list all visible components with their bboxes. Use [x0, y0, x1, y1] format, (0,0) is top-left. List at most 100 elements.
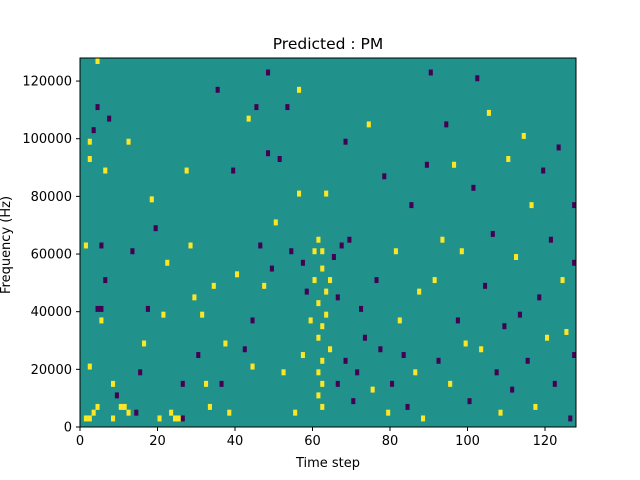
- heatmap-cell: [514, 254, 519, 260]
- heatmap-cell: [138, 369, 143, 376]
- heatmap-cell: [173, 415, 178, 422]
- heatmap-cell: [335, 294, 340, 301]
- x-tick-label: 100: [455, 434, 480, 449]
- heatmap-cell: [370, 386, 375, 393]
- heatmap-cell: [180, 415, 185, 422]
- heatmap-cell: [432, 277, 437, 284]
- y-tick-label: 80000: [31, 190, 72, 205]
- heatmap-cell: [130, 248, 135, 255]
- heatmap-cell: [87, 138, 92, 145]
- heatmap-cell: [300, 352, 305, 359]
- heatmap-cell: [126, 138, 131, 145]
- heatmap-cell: [250, 363, 255, 370]
- x-axis: 0 20 40 60 80 100 120: [76, 427, 558, 449]
- heatmap-cell: [386, 409, 391, 416]
- heatmap-cell: [134, 409, 139, 416]
- heatmap-cell: [343, 138, 348, 145]
- y-axis-label: Frequency (Hz): [0, 196, 14, 294]
- heatmap-cells: [83, 58, 577, 422]
- heatmap-cell: [114, 392, 119, 399]
- x-tick-label: 120: [533, 434, 558, 449]
- heatmap-cell: [254, 104, 259, 111]
- heatmap-cell: [405, 403, 410, 410]
- heatmap-cell: [250, 317, 255, 324]
- heatmap-cell: [83, 242, 88, 249]
- heatmap-cell: [510, 386, 515, 393]
- heatmap-cell: [223, 340, 228, 347]
- chart-title: Predicted : PM: [273, 35, 384, 53]
- heatmap-cell: [328, 346, 333, 353]
- heatmap-cell: [347, 236, 352, 243]
- heatmap-cell: [99, 305, 104, 312]
- heatmap-cell: [297, 86, 302, 93]
- heatmap-cell: [320, 380, 325, 387]
- heatmap-cell: [111, 380, 116, 387]
- heatmap-cell: [297, 190, 302, 197]
- x-tick-label: 60: [304, 434, 321, 449]
- heatmap-cell: [533, 403, 538, 410]
- x-axis-label: Time step: [295, 456, 360, 471]
- heatmap-cell: [118, 403, 123, 410]
- heatmap-cell: [502, 323, 507, 330]
- heatmap-cell: [207, 403, 212, 410]
- heatmap-cell: [281, 369, 286, 376]
- y-tick-label: 0: [64, 421, 72, 436]
- heatmap-cell: [355, 369, 360, 376]
- heatmap-cell: [479, 346, 484, 353]
- y-tick-label: 100000: [22, 132, 72, 147]
- heatmap-cell: [486, 109, 491, 116]
- heatmap-cell: [149, 196, 154, 203]
- heatmap-cell: [324, 190, 329, 197]
- heatmap-cell: [200, 311, 205, 318]
- heatmap-cell: [316, 300, 321, 307]
- heatmap-cell: [529, 202, 534, 209]
- heatmap-cell: [362, 334, 367, 341]
- x-tick-label: 0: [76, 434, 84, 449]
- heatmap-cell: [397, 317, 402, 324]
- heatmap-cell: [506, 156, 511, 162]
- heatmap-cell: [467, 398, 472, 405]
- heatmap-cell: [393, 248, 398, 255]
- heatmap-cell: [293, 409, 298, 416]
- heatmap-cell: [320, 357, 325, 364]
- heatmap-cell: [521, 132, 526, 139]
- heatmap-cell: [463, 340, 468, 347]
- heatmap-cell: [103, 277, 108, 284]
- heatmap-cell: [541, 167, 546, 174]
- heatmap-cell: [378, 346, 383, 353]
- heatmap-cell: [196, 352, 201, 359]
- heatmap-cell: [215, 86, 220, 93]
- heatmap-cell: [343, 357, 348, 364]
- heatmap-cell: [413, 369, 418, 376]
- heatmap-cell: [382, 173, 387, 180]
- heatmap-cell: [126, 409, 131, 416]
- heatmap-cell: [374, 277, 379, 284]
- heatmap-cell: [316, 334, 321, 341]
- heatmap-cell: [161, 311, 166, 318]
- heatmap-cell: [490, 230, 495, 237]
- heatmap-cell: [421, 415, 426, 422]
- plot-frame: [79, 57, 577, 428]
- plot-area: [79, 57, 577, 428]
- heatmap-cell: [176, 415, 181, 422]
- heatmap-cell: [548, 236, 553, 243]
- y-tick-label: 40000: [31, 305, 72, 320]
- heatmap-cell: [219, 380, 224, 387]
- heatmap-cell: [339, 242, 344, 249]
- heatmap-cell: [572, 352, 577, 359]
- heatmap-cell: [169, 409, 174, 416]
- heatmap-cell: [266, 69, 271, 76]
- heatmap-cell: [475, 75, 480, 82]
- heatmap-cell: [390, 380, 395, 387]
- heatmap-cell: [95, 58, 100, 64]
- heatmap-cell: [145, 305, 150, 312]
- heatmap-cell: [320, 403, 325, 410]
- heatmap-cell: [448, 380, 453, 387]
- heatmap-cell: [316, 392, 321, 399]
- heatmap-cell: [312, 277, 317, 284]
- heatmap-cell: [537, 294, 542, 301]
- heatmap-cell: [231, 167, 236, 174]
- heatmap-cell: [572, 259, 577, 266]
- heatmap-cell: [269, 265, 274, 272]
- y-tick-label: 120000: [22, 75, 72, 90]
